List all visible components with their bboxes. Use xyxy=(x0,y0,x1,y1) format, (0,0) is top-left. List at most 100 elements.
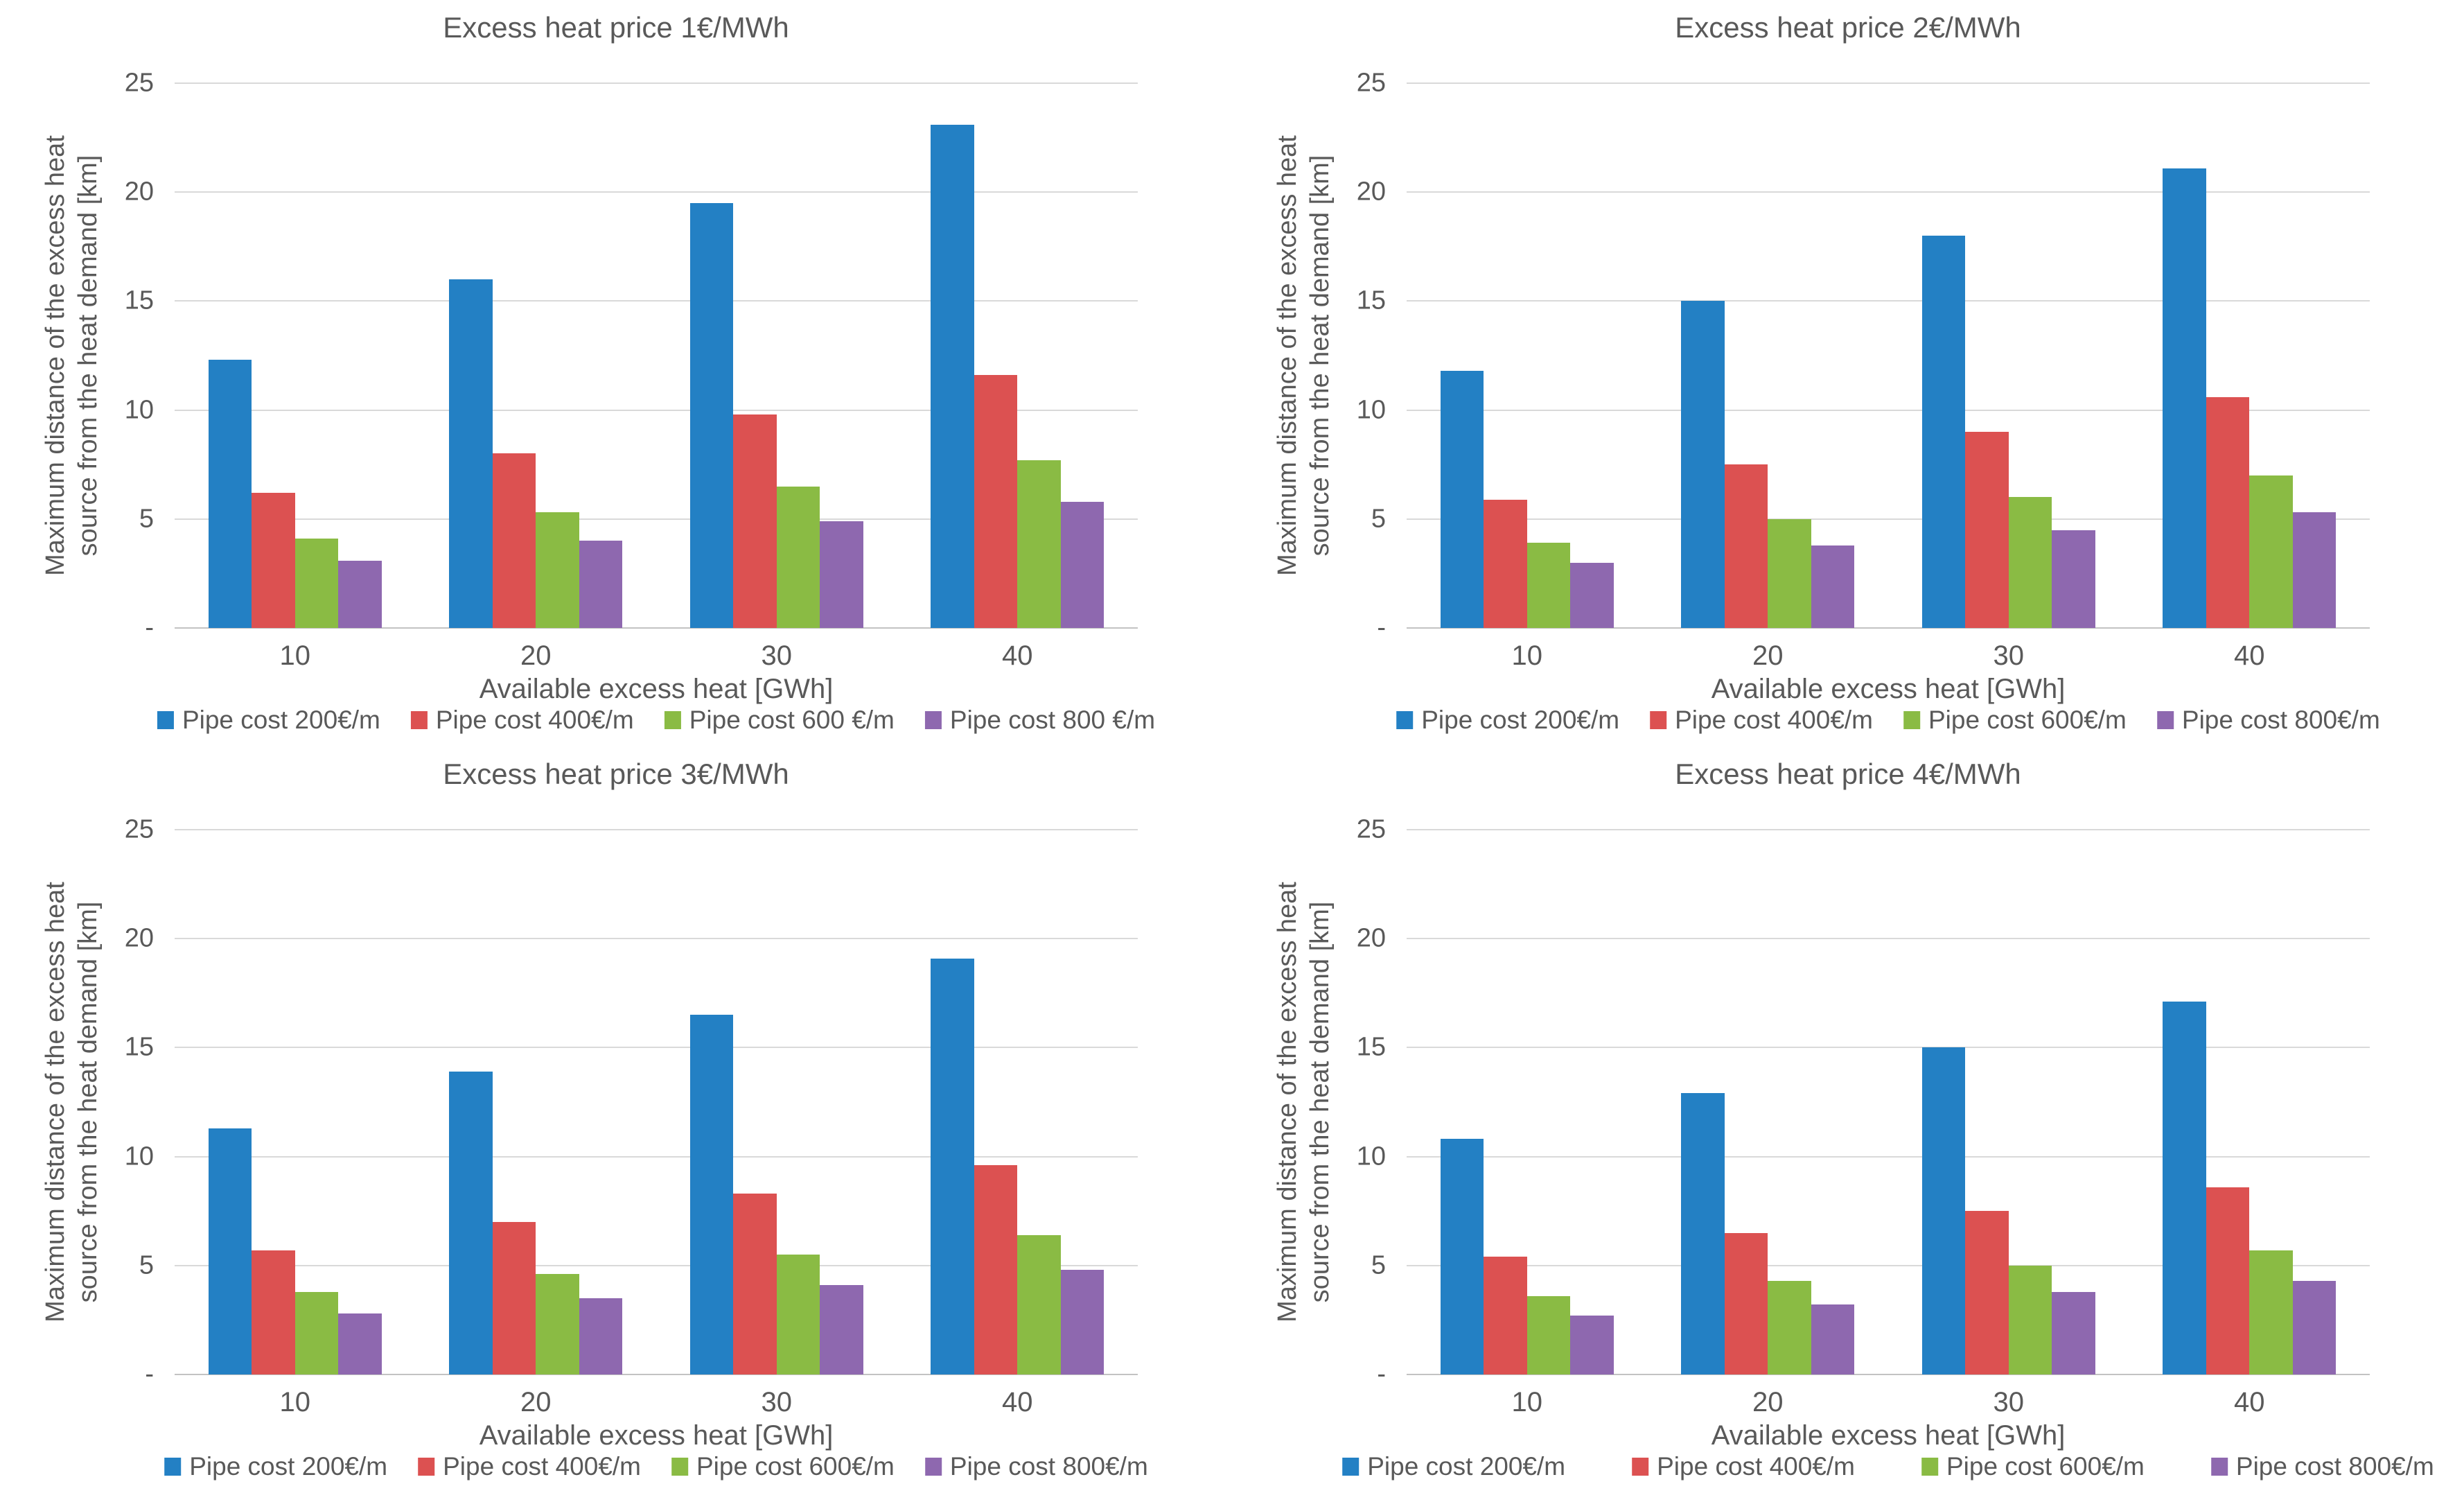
y-tick-label: 15 xyxy=(1356,286,1386,315)
x-tick-label: 20 xyxy=(520,640,552,671)
legend-label: Pipe cost 800€/m xyxy=(2235,1452,2434,1481)
y-axis-title-line2: source from the heat demand [km] xyxy=(73,901,103,1303)
bar xyxy=(492,1221,536,1374)
legend-swatch xyxy=(1650,711,1667,729)
legend-item: Pipe cost 200€/m xyxy=(157,706,380,735)
legend-swatch xyxy=(1342,1458,1359,1476)
gridline xyxy=(175,829,1138,830)
chart-title: Excess heat price 1€/MWh xyxy=(443,11,789,44)
legend-item: Pipe cost 800 €/m xyxy=(924,706,1155,735)
bar xyxy=(689,202,734,628)
plot-area: - 5 10 15 20 25 10 20 30 40 xyxy=(1357,815,2370,1417)
legend-item: Pipe cost 600€/m xyxy=(1903,706,2127,735)
bar xyxy=(820,1285,863,1374)
bar xyxy=(1484,499,1527,628)
bar xyxy=(2292,1280,2337,1374)
x-axis-title: Available excess heat [GWh] xyxy=(1711,674,2066,704)
x-axis-line xyxy=(1407,627,2370,629)
bar xyxy=(2249,475,2293,628)
bar xyxy=(2206,1187,2250,1374)
legend-item: Pipe cost 200€/m xyxy=(164,1452,387,1481)
y-tick-label: 5 xyxy=(139,504,154,534)
bar xyxy=(1060,1270,1105,1374)
legend-swatch xyxy=(1396,711,1414,729)
legend-swatch xyxy=(664,711,681,729)
legend-item: Pipe cost 400€/m xyxy=(418,1452,641,1481)
chart-title: Excess heat price 2€/MWh xyxy=(1675,11,2021,44)
plot-area: - 5 10 15 20 25 10 20 30 40 xyxy=(125,69,1138,671)
gridline xyxy=(175,1264,1138,1266)
legend-item: Pipe cost 400€/m xyxy=(1632,1452,1855,1481)
gridline xyxy=(175,300,1138,302)
x-tick-label: 30 xyxy=(761,1387,793,1417)
legend-label: Pipe cost 800€/m xyxy=(2181,706,2380,734)
bar xyxy=(1017,1234,1061,1374)
bar xyxy=(338,560,382,628)
bar xyxy=(1965,1211,2009,1374)
x-tick-label: 10 xyxy=(1511,640,1543,671)
y-tick-label: 15 xyxy=(1356,1032,1386,1062)
legend-item: Pipe cost 600€/m xyxy=(1921,1452,2145,1481)
bar xyxy=(1921,1047,1966,1374)
bar xyxy=(1440,371,1484,628)
legend-item: Pipe cost 600€/m xyxy=(671,1452,895,1481)
y-tick-label: 25 xyxy=(1356,68,1386,98)
bar xyxy=(974,1165,1018,1374)
y-tick-label: - xyxy=(145,1359,154,1389)
legend-item: Pipe cost 400€/m xyxy=(1650,706,1873,735)
bar xyxy=(1921,236,1966,628)
bar xyxy=(536,1274,579,1374)
legend-label: Pipe cost 400€/m xyxy=(1675,706,1873,734)
y-axis-title-line1: Maximum distance of the excess heat xyxy=(41,882,70,1322)
bar xyxy=(1681,301,1725,628)
gridline xyxy=(175,938,1138,940)
bar xyxy=(1768,1280,1811,1374)
legend: Pipe cost 200€/m Pipe cost 400€/m Pipe cos… xyxy=(1342,1452,2434,1481)
legend-swatch xyxy=(164,1458,182,1476)
gridline xyxy=(1407,1155,2370,1158)
legend-label: Pipe cost 400€/m xyxy=(1657,1452,1855,1481)
bar xyxy=(294,539,339,628)
bar xyxy=(820,521,863,628)
bar xyxy=(2052,1291,2095,1374)
x-tick-label: 10 xyxy=(279,1387,311,1417)
bar xyxy=(1724,464,1768,628)
legend-label: Pipe cost 600€/m xyxy=(1946,1452,2145,1481)
legend-label: Pipe cost 200€/m xyxy=(182,706,380,734)
legend-swatch xyxy=(1921,1458,1938,1476)
x-tick-label: 30 xyxy=(1993,1387,2025,1417)
bar xyxy=(1570,1316,1614,1374)
legend-swatch xyxy=(671,1458,688,1476)
legend: Pipe cost 200€/m Pipe cost 400€/m Pipe cos… xyxy=(164,1452,1148,1481)
legend-item: Pipe cost 600 €/m xyxy=(664,706,895,735)
gridline xyxy=(1407,82,2370,84)
bar xyxy=(2292,512,2337,628)
legend-item: Pipe cost 800€/m xyxy=(2210,1452,2434,1481)
y-tick-label: 20 xyxy=(124,923,154,953)
bar xyxy=(252,1250,295,1374)
x-tick-label: 10 xyxy=(1511,1387,1543,1417)
legend-label: Pipe cost 600 €/m xyxy=(689,706,895,734)
bar xyxy=(1965,432,2009,628)
y-tick-label: 25 xyxy=(124,814,154,844)
legend: Pipe cost 200€/m Pipe cost 400€/m Pipe cos… xyxy=(157,706,1155,735)
x-axis-line xyxy=(175,627,1138,629)
bar xyxy=(974,375,1018,628)
bar xyxy=(208,360,252,628)
legend-item: Pipe cost 800€/m xyxy=(2156,706,2380,735)
bar xyxy=(931,958,974,1374)
bar xyxy=(931,124,974,628)
legend-swatch xyxy=(2156,711,2174,729)
bar xyxy=(1017,460,1061,628)
y-tick-label: 5 xyxy=(1371,1250,1386,1280)
chart-title: Excess heat price 4€/MWh xyxy=(1675,758,2021,790)
bar xyxy=(338,1313,382,1374)
x-tick-label: 20 xyxy=(1752,1387,1784,1417)
y-tick-label: 15 xyxy=(124,1032,154,1062)
y-tick-label: 20 xyxy=(1356,923,1386,953)
legend-label: Pipe cost 800€/m xyxy=(949,1452,1148,1481)
y-axis-title-line2: source from the heat demand [km] xyxy=(1305,901,1335,1303)
y-tick-label: 5 xyxy=(139,1250,154,1280)
legend-swatch xyxy=(157,711,174,729)
legend-item: Pipe cost 200€/m xyxy=(1342,1452,1565,1481)
